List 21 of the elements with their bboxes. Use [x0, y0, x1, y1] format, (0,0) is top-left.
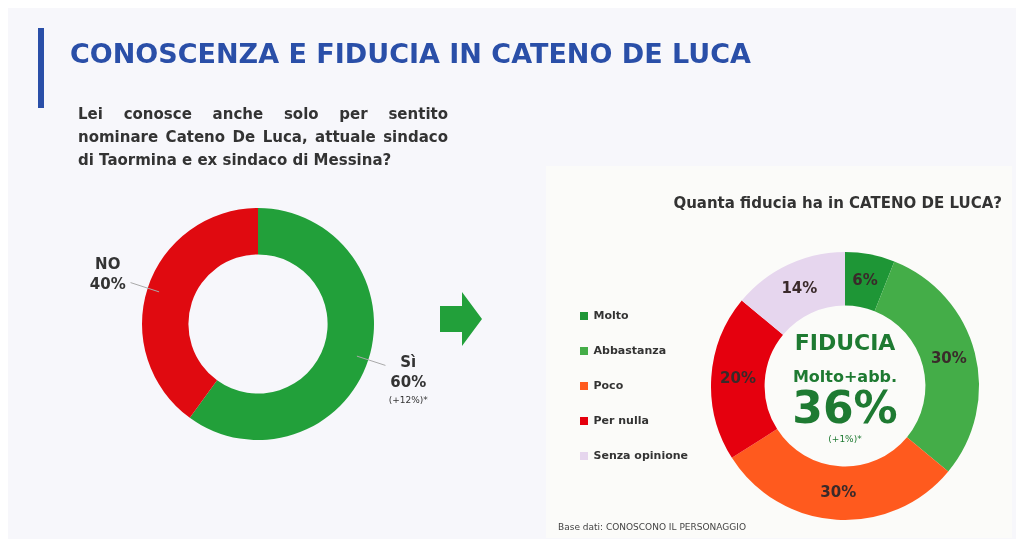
slice-label: Sì: [400, 352, 417, 371]
data-label: 20%: [720, 369, 756, 388]
legend-label: Abbastanza: [593, 343, 667, 357]
text: (+1%)*: [828, 434, 863, 445]
chart-title: CONOSCENZA E FIDUCIA IN CATENO DE LUCA: [70, 38, 751, 69]
text: Base dati: CONOSCONO IL PERSONAGGIO: [558, 522, 746, 532]
legend-label: Per nulla: [593, 413, 649, 427]
legend-label: Senza opinione: [593, 448, 689, 462]
data-label: 14%: [781, 278, 818, 297]
legend-label: Molto: [593, 308, 630, 322]
data-label: 60%: [390, 372, 427, 391]
data-label: 30%: [930, 349, 967, 368]
legend-label: Poco: [593, 378, 624, 392]
data-label: 40%: [89, 275, 126, 294]
text: FIDUCIA: [794, 329, 896, 355]
text: (+12%)*: [388, 395, 428, 406]
chart-title: Quanta fiducia ha in CATENO DE LUCA?: [672, 194, 1002, 212]
data-label: 30%: [820, 482, 857, 501]
slice-label: NO: [95, 255, 121, 274]
chart-subtitle: Lei conosce anche solo per sentito nominare Cateno De Luca, attuale sindaco di Taormina e ex sindaco di Messina?: [78, 104, 448, 171]
data-label: 6%: [852, 270, 878, 289]
